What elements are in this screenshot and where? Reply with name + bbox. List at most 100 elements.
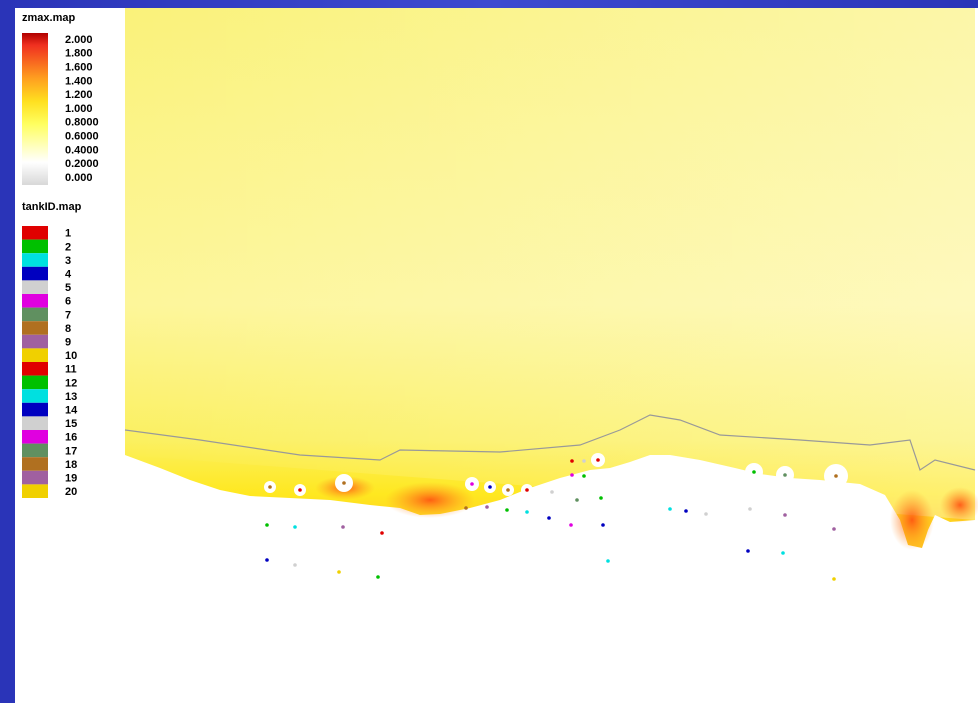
tank-swatch — [22, 280, 48, 294]
tank-legend-label: 10 — [65, 350, 77, 362]
zmax-legend-label: 1.000 — [65, 103, 93, 115]
tank-dot — [506, 488, 510, 492]
tank-legend-label: 4 — [65, 269, 72, 281]
tank-dot — [488, 485, 492, 489]
tank-dot — [752, 470, 756, 474]
hot-spot — [940, 487, 978, 523]
tank-dot — [783, 513, 787, 517]
zmax-legend-label: 1.200 — [65, 89, 93, 101]
tank-legend-label: 7 — [65, 309, 71, 321]
zmax-legend-label: 0.6000 — [65, 131, 99, 143]
zmax-legend-label: 0.000 — [65, 172, 93, 184]
tank-swatch — [22, 294, 48, 308]
tank-dot — [599, 496, 603, 500]
tank-legend-label: 1 — [65, 228, 71, 240]
zmax-legend-title: zmax.map — [22, 12, 75, 24]
tank-legend-label: 3 — [65, 255, 71, 267]
tank-legend-label: 11 — [65, 364, 77, 376]
tank-swatch — [22, 266, 48, 281]
tank-dot — [265, 523, 269, 527]
tank-legend-label: 16 — [65, 432, 77, 444]
tank-legend-label: 20 — [65, 486, 77, 498]
tank-dot — [341, 525, 345, 529]
tank-swatch — [22, 362, 48, 376]
tank-dot — [582, 474, 586, 478]
tank-swatch — [22, 470, 48, 485]
tank-dot — [342, 481, 346, 485]
tank-dot — [596, 458, 600, 462]
tank-dot — [525, 510, 529, 514]
tank-dot — [832, 527, 836, 531]
tank-legend-label: 2 — [65, 241, 71, 253]
contour-line — [124, 414, 976, 471]
tank-swatch — [22, 389, 48, 403]
tank-dot — [505, 508, 509, 512]
tank-swatch — [22, 253, 48, 267]
tank-swatch — [22, 416, 48, 430]
legend: zmax.map tankID.map 2.000 1.800 1.6001.400… — [22, 12, 99, 498]
surface-shade — [125, 8, 975, 520]
tank-swatch — [22, 443, 48, 458]
tankid-legend-title: tankID.map — [22, 201, 82, 213]
tank-swatch — [22, 430, 48, 444]
tank-dot — [268, 485, 272, 489]
tank-dot — [547, 516, 551, 520]
tank-dot — [464, 506, 468, 510]
tank-legend-label: 9 — [65, 337, 71, 349]
tank-dot — [704, 512, 708, 516]
tank-dot — [470, 482, 474, 486]
tank-dot — [485, 505, 489, 509]
zmax-legend-label: 0.4000 — [65, 144, 99, 156]
zmax-legend-label: 1.600 — [65, 62, 93, 74]
tank-legend-label: 18 — [65, 459, 77, 471]
tank-dot — [832, 577, 836, 581]
tanks — [264, 453, 848, 581]
zmax-legend-label: 0.2000 — [65, 158, 99, 170]
tank-dot — [550, 490, 554, 494]
zmax-color-bar — [22, 33, 48, 185]
tank-swatch — [22, 321, 48, 335]
tank-dot — [380, 531, 384, 535]
tank-swatch — [22, 307, 48, 322]
tank-dot — [293, 525, 297, 529]
hot-spot — [385, 482, 475, 518]
tank-dot — [684, 509, 688, 513]
tank-legend-label: 8 — [65, 323, 71, 335]
tank-dot — [569, 523, 573, 527]
tank-dot — [575, 498, 579, 502]
tank-dot — [293, 563, 297, 567]
tank-dot — [570, 459, 574, 463]
tank-swatch — [22, 348, 48, 362]
tank-dot — [601, 523, 605, 527]
tank-dot — [582, 459, 586, 463]
tank-swatch — [22, 239, 48, 254]
tank-dot — [525, 488, 529, 492]
tank-dot — [748, 507, 752, 511]
tank-swatch — [22, 334, 48, 349]
tank-swatch — [22, 375, 48, 390]
tank-swatch — [22, 402, 48, 417]
zmax-legend-label: 1.400 — [65, 75, 93, 87]
tank-dot — [781, 551, 785, 555]
tank-dot — [668, 507, 672, 511]
tank-dot — [834, 474, 838, 478]
zmax-legend-label: 2.000 — [65, 34, 93, 46]
map — [124, 8, 978, 550]
tank-dot — [746, 549, 750, 553]
tank-dot — [783, 473, 787, 477]
zmax-legend-label: 0.8000 — [65, 117, 99, 129]
tank-legend-label: 6 — [65, 296, 71, 308]
tank-legend-label: 17 — [65, 445, 77, 457]
tank-legend-label: 15 — [65, 418, 77, 430]
tank-dot — [570, 473, 574, 477]
hot-spot — [890, 490, 934, 550]
tank-swatch — [22, 484, 48, 498]
tank-dot — [337, 570, 341, 574]
tank-swatch — [22, 457, 48, 471]
tank-legend-label: 12 — [65, 377, 77, 389]
tank-legend-label: 13 — [65, 391, 77, 403]
tank-swatch — [22, 226, 48, 240]
tank-legend-label: 5 — [65, 282, 71, 294]
tank-dot — [298, 488, 302, 492]
